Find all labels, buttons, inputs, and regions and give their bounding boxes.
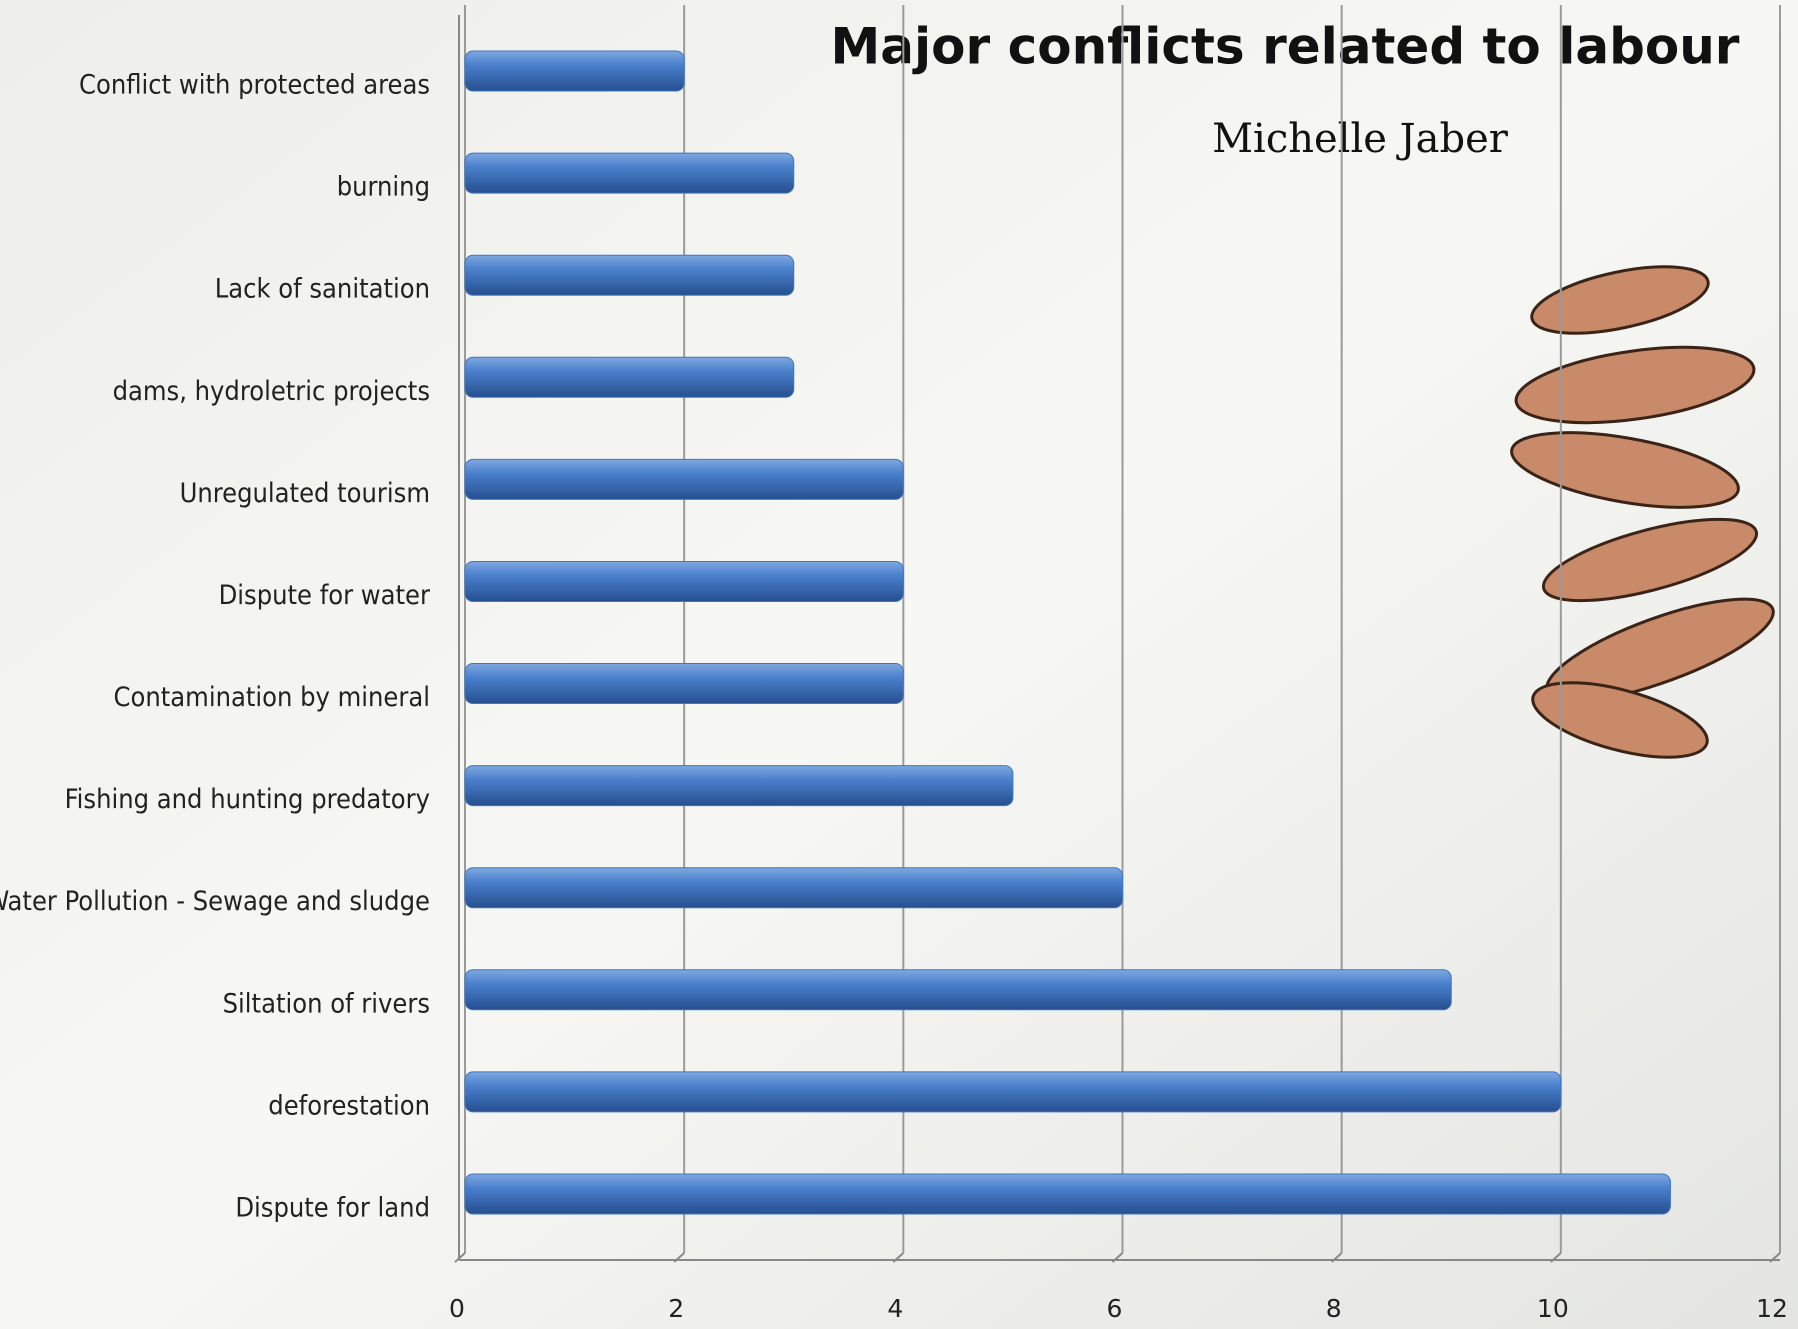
y-tick-label: Siltation of rivers <box>223 988 430 1019</box>
y-tick-label: burning <box>337 172 430 203</box>
bar <box>464 1071 1562 1113</box>
spiral-illustration <box>1510 265 1775 759</box>
x-tick-label: 2 <box>668 1294 684 1323</box>
x-tick-label: 4 <box>887 1294 903 1323</box>
chart-title: Major conflicts related to labour <box>831 18 1740 76</box>
bar <box>464 458 904 500</box>
y-tick-label: Contamination by mineral <box>114 682 430 713</box>
tick-mark <box>1550 1252 1562 1263</box>
y-tick-label: Fishing and hunting predatory <box>65 784 430 815</box>
bar <box>464 969 1452 1011</box>
tick-mark <box>892 1252 905 1263</box>
tick-mark <box>1111 1252 1124 1263</box>
tick-mark <box>1769 1252 1781 1263</box>
y-tick-label: Lack of sanitation <box>215 274 430 305</box>
y-tick-label: Dispute for water <box>219 580 430 611</box>
bar <box>464 663 904 705</box>
x-tick-label: 6 <box>1107 1294 1123 1323</box>
bar <box>464 152 795 194</box>
y-tick-label: dams, hydroletric projects <box>113 376 430 407</box>
bar <box>464 254 795 296</box>
bar <box>464 356 795 398</box>
y-tick-label: deforestation <box>268 1090 430 1121</box>
y-tick-label: Unregulated tourism <box>180 478 430 509</box>
x-tick-label: 10 <box>1537 1294 1569 1323</box>
tick-mark <box>1330 1252 1343 1263</box>
x-tick-label: 8 <box>1326 1294 1342 1323</box>
bar <box>464 560 904 602</box>
y-tick-label: Dispute for land <box>235 1192 430 1223</box>
y-tick-label: Water Pollution - Sewage and sludge <box>0 886 430 917</box>
bar <box>464 867 1123 909</box>
bar <box>464 50 685 92</box>
chart-subtitle: Michelle Jaber <box>1212 116 1509 162</box>
tick-mark <box>673 1252 685 1263</box>
bar <box>464 1173 1671 1215</box>
y-tick-label: Conflict with protected areas <box>79 70 430 101</box>
bar <box>464 765 1014 807</box>
x-tick-label: 0 <box>449 1294 465 1323</box>
x-tick-label: 12 <box>1756 1294 1788 1323</box>
tick-mark <box>454 1252 466 1263</box>
